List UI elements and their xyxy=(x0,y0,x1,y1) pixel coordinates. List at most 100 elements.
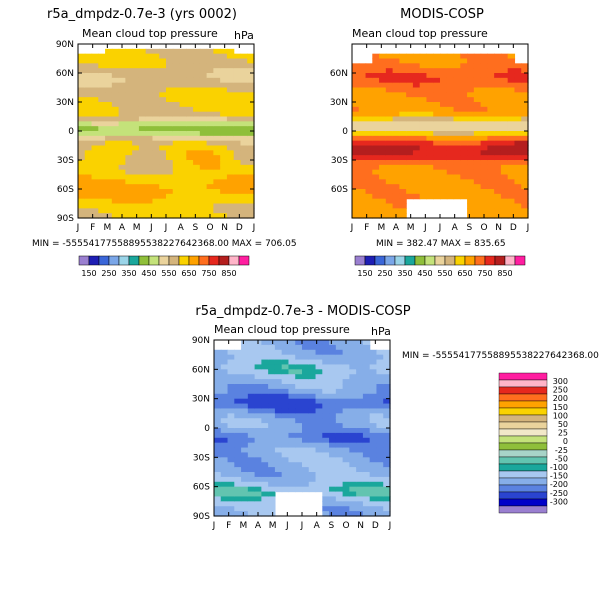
colorbar-label: 750 xyxy=(201,269,216,278)
heatmap-cell xyxy=(111,179,120,185)
heatmap-cell xyxy=(315,447,323,454)
heatmap-cell xyxy=(98,193,106,200)
heatmap-cell xyxy=(125,203,133,209)
heatmap-cell xyxy=(349,369,357,375)
heatmap-cell xyxy=(288,462,296,468)
heatmap-cell xyxy=(159,82,167,89)
heatmap-cell xyxy=(132,126,140,132)
heatmap-cell xyxy=(288,423,296,429)
heatmap-cell xyxy=(433,58,441,64)
heatmap-cell xyxy=(385,92,394,98)
heatmap-cell xyxy=(412,73,421,79)
heatmap-cell xyxy=(145,97,154,103)
heatmap-cell xyxy=(145,121,154,127)
heatmap-cell xyxy=(419,121,428,127)
heatmap-cell xyxy=(514,164,522,171)
heatmap-cell xyxy=(358,179,367,185)
heatmap-cell xyxy=(467,126,475,132)
heatmap-cell xyxy=(494,184,502,190)
heatmap-cell xyxy=(118,198,126,205)
heatmap-cell xyxy=(385,58,394,64)
heatmap-cell xyxy=(433,189,441,195)
heatmap-cell xyxy=(98,58,106,64)
heatmap-cell xyxy=(514,155,522,161)
heatmap-cell xyxy=(220,472,229,478)
heatmap-cell xyxy=(322,340,330,346)
heatmap-cell xyxy=(329,349,337,356)
heatmap-cell xyxy=(372,58,380,64)
heatmap-cell xyxy=(406,111,414,118)
heatmap-cell xyxy=(383,476,391,483)
heatmap-cell xyxy=(138,68,147,74)
heatmap-cell xyxy=(152,198,160,205)
heatmap-cell xyxy=(166,58,174,64)
heatmap-cell xyxy=(480,97,488,103)
heatmap-cell xyxy=(467,208,475,214)
heatmap-cell xyxy=(159,87,167,93)
heatmap-cell xyxy=(78,77,86,84)
heatmap-cell xyxy=(433,126,441,132)
heatmap-cell xyxy=(274,467,283,473)
heatmap-cell xyxy=(480,116,488,122)
heatmap-cell xyxy=(166,92,174,98)
heatmap-cell xyxy=(440,150,448,156)
heatmap-cell xyxy=(84,155,93,161)
heatmap-cell xyxy=(419,92,428,98)
heatmap-cell xyxy=(206,145,214,151)
heatmap-cell xyxy=(247,203,255,209)
heatmap-cell xyxy=(433,169,441,176)
heatmap-cell xyxy=(473,135,482,142)
heatmap-cell xyxy=(521,203,529,209)
heatmap-cell xyxy=(308,423,317,429)
heatmap-cell xyxy=(446,106,455,113)
heatmap-cell xyxy=(172,92,181,98)
heatmap-cell xyxy=(199,116,208,122)
heatmap-cell xyxy=(460,179,468,185)
heatmap-cell xyxy=(288,418,296,424)
heatmap-cell xyxy=(315,364,323,370)
heatmap-cell xyxy=(487,121,495,127)
heatmap-cell xyxy=(172,82,181,89)
heatmap-cell xyxy=(358,77,367,84)
heatmap-cell xyxy=(358,184,367,190)
heatmap-cell xyxy=(247,423,256,429)
heatmap-cell xyxy=(132,189,140,195)
heatmap-cell xyxy=(199,193,208,200)
heatmap-cell xyxy=(206,53,214,60)
heatmap-cell xyxy=(372,87,380,93)
heatmap-cell xyxy=(247,189,255,195)
heatmap-cell xyxy=(335,437,344,444)
heatmap-cell xyxy=(111,126,120,132)
heatmap-cell xyxy=(233,68,242,74)
heatmap-cell xyxy=(433,116,441,122)
heatmap-cell xyxy=(241,432,249,439)
heatmap-cell xyxy=(247,486,256,493)
heatmap-cell xyxy=(288,457,296,463)
heatmap-cell xyxy=(179,92,187,98)
heatmap-cell xyxy=(376,359,384,366)
heatmap-cell xyxy=(480,169,488,176)
heatmap-cell xyxy=(226,135,235,142)
heatmap-cell xyxy=(352,160,360,166)
heatmap-cell xyxy=(399,68,407,74)
heatmap-cell xyxy=(132,184,140,190)
heatmap-cell xyxy=(261,364,269,370)
heatmap-cell xyxy=(308,364,317,370)
heatmap-cell xyxy=(383,452,391,458)
heatmap-cell xyxy=(111,111,120,118)
heatmap-cell xyxy=(199,92,208,98)
heatmap-cell xyxy=(186,150,194,156)
heatmap-cell xyxy=(138,106,147,113)
x-tick-label: A xyxy=(314,521,321,531)
heatmap-cell xyxy=(500,126,509,132)
heatmap-cell xyxy=(233,164,242,171)
heatmap-cell xyxy=(261,511,269,517)
heatmap-cell xyxy=(84,111,93,118)
heatmap-cell xyxy=(91,87,99,93)
heatmap-cell xyxy=(352,63,360,69)
heatmap-cell xyxy=(206,82,214,89)
heatmap-cell xyxy=(105,135,113,142)
heatmap-cell xyxy=(356,428,364,434)
heatmap-cell xyxy=(308,349,317,356)
heatmap-cell xyxy=(240,160,248,166)
